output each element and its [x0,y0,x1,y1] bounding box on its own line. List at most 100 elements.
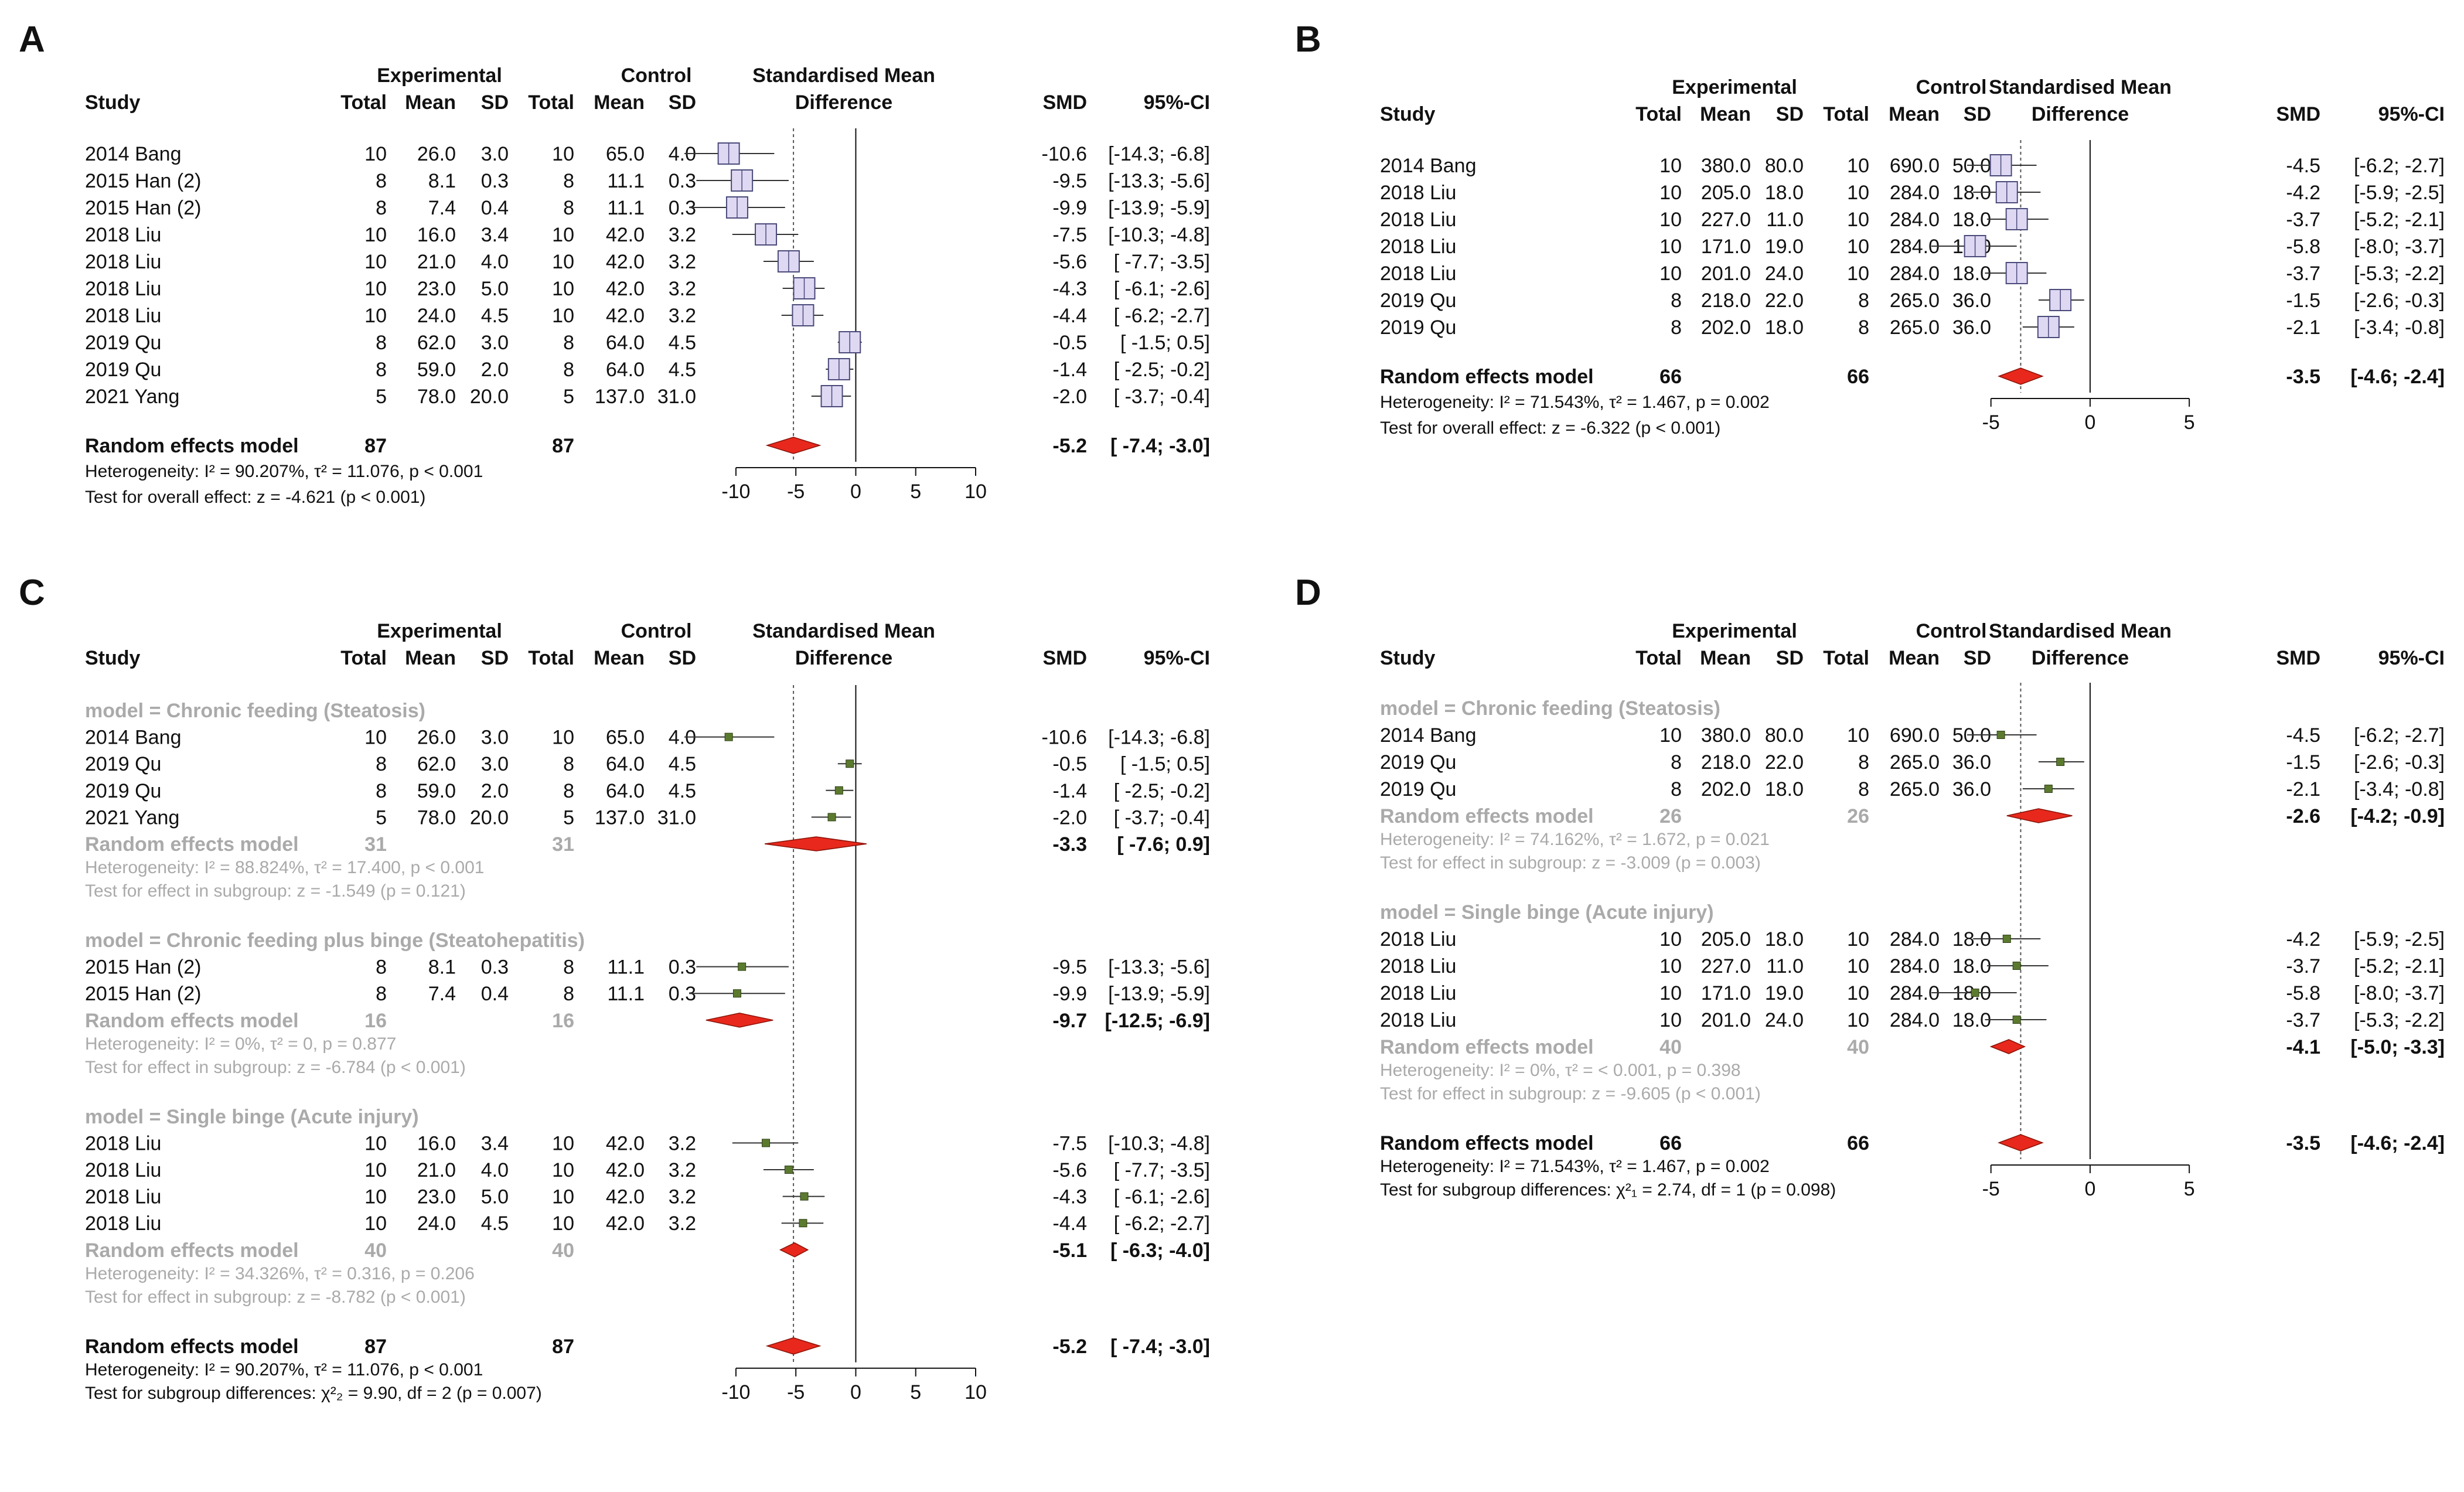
smd-value: -4.2 [2286,182,2320,204]
e-mean: 59.0 [417,780,456,802]
random-effects-label: Random effects model [85,833,299,856]
e-mean: 171.0 [1701,236,1751,258]
study-name: 2014 Bang [85,143,182,165]
header-smd-title-2: Difference [795,91,892,114]
study-square [762,1139,771,1147]
c-total: 10 [1847,182,1869,204]
c-mean: 690.0 [1890,724,1940,747]
e-mean: 24.0 [417,305,456,327]
e-total: 10 [364,1132,387,1154]
c-total: 10 [552,278,574,300]
c-mean: 42.0 [606,1212,645,1235]
study-name: 2019 Qu [85,359,161,381]
ci-value: [ -2.5; -0.2] [1114,359,1210,381]
c-mean: 65.0 [606,143,645,165]
c-total-sum: 87 [552,1336,574,1358]
c-total: 10 [1847,928,1869,951]
header-smd: SMD [1042,647,1087,669]
c-sd: 3.2 [669,251,696,273]
e-total: 10 [1659,209,1682,231]
e-total-sum: 66 [1659,1132,1682,1154]
header-study: Study [85,647,141,669]
e-sd: 0.3 [481,956,509,979]
ci-value: [-5.3; -2.2] [2354,263,2445,285]
panel-letter: B [1295,19,1321,60]
x-tick-label: -5 [787,481,805,503]
panel-letter: C [19,573,45,613]
e-sd: 4.0 [481,251,509,273]
ci-value: [-13.3; -5.6] [1108,170,1210,192]
header-study: Study [1380,103,1436,125]
header-e-mean: Mean [405,91,456,114]
subgroup-title: model = Single binge (Acute injury) [1380,901,1714,924]
study-name: 2018 Liu [85,1159,161,1181]
header-smd-title: Standardised Mean [1989,620,2172,642]
e-total: 10 [1659,928,1682,951]
heterogeneity-text: Heterogeneity: I² = 74.162%, τ² = 1.672,… [1380,830,1770,849]
c-total: 8 [563,780,574,802]
header-smd: SMD [2276,647,2320,669]
x-tick-label: 10 [965,1381,987,1404]
header-c-total: Total [1823,647,1869,669]
c-mean: 11.1 [607,983,645,1005]
header-c-mean: Mean [594,647,645,669]
x-tick-label: 5 [910,1381,921,1404]
e-total: 8 [376,780,387,802]
c-total-sum: 66 [1847,366,1869,388]
header-smd-title: Standardised Mean [1989,76,2172,98]
c-sd: 0.3 [669,170,696,192]
c-mean: 42.0 [606,305,645,327]
overall-diamond [1998,1134,2044,1152]
header-e-mean: Mean [1700,103,1751,125]
study-name: 2015 Han (2) [85,956,201,979]
x-tick-label: -10 [721,481,750,503]
x-tick-label: 0 [850,1381,861,1404]
random-effects-label: Random effects model [1380,1132,1594,1154]
c-total: 10 [552,1186,574,1208]
subgroup-title: model = Chronic feeding (Steatosis) [85,700,425,722]
e-sd: 20.0 [470,806,509,829]
c-total-sum: 40 [552,1239,574,1262]
e-total: 5 [376,386,387,408]
header-e-total: Total [1635,647,1682,669]
e-sd: 3.4 [481,224,509,246]
study-name: 2015 Han (2) [85,983,201,1005]
c-mean: 284.0 [1890,182,1940,204]
smd-value: -3.7 [2286,955,2320,977]
e-total: 8 [1671,316,1682,339]
e-sd: 11.0 [1766,209,1804,231]
study-square [732,989,741,998]
smd-value: -2.1 [2286,778,2320,800]
smd-value: -10.6 [1042,727,1088,749]
study-name: 2015 Han (2) [85,170,201,192]
header-c-sd: SD [669,91,696,114]
effect-test-text: Test for subgroup differences: χ²₂ = 9.9… [85,1384,542,1403]
ci-summary: [-5.0; -3.3] [2350,1036,2445,1058]
study-name: 2019 Qu [85,332,161,354]
c-sd: 36.0 [1952,778,1991,800]
e-sd: 4.5 [481,305,509,327]
c-mean: 284.0 [1890,236,1940,258]
x-tick-label: 5 [910,481,921,503]
e-sd: 20.0 [470,386,509,408]
header-e-sd: SD [481,91,509,114]
c-sd: 3.2 [669,1159,696,1181]
smd-value: -7.5 [1052,224,1087,246]
e-sd: 19.0 [1765,982,1804,1004]
header-c-mean: Mean [1889,103,1940,125]
smd-value: -2.0 [1052,806,1087,829]
study-name: 2018 Liu [85,1186,161,1208]
overall-diamond [765,1337,822,1355]
e-total: 8 [1671,289,1682,312]
e-total-sum: 66 [1659,366,1682,388]
e-mean: 205.0 [1701,928,1751,951]
header-experimental: Experimental [1672,76,1797,98]
panel-letter: D [1295,573,1321,613]
e-mean: 218.0 [1701,289,1751,312]
ci-value: [ -1.5; 0.5] [1120,332,1210,354]
ci-summary: [ -6.3; -4.0] [1110,1239,1210,1262]
subgroup-diamond [706,1013,773,1028]
e-mean: 202.0 [1701,778,1751,800]
smd-summary: -3.5 [2286,366,2320,388]
header-control: Control [621,620,692,642]
